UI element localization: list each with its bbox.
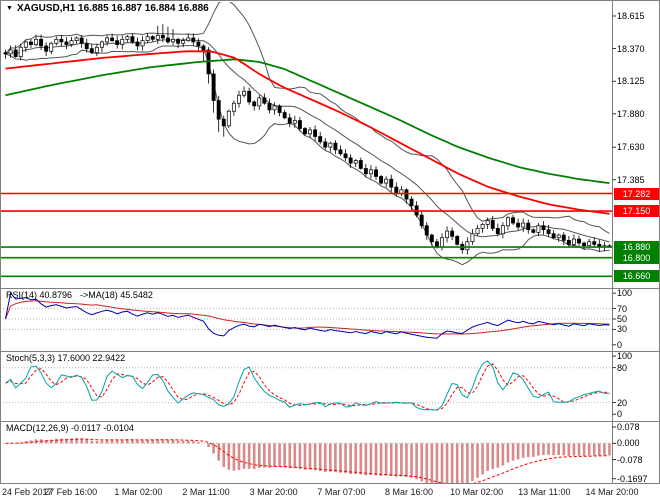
price-line-badge: 16.800	[614, 251, 659, 264]
price-axis-label: 17.385	[617, 174, 645, 185]
indicator-axis-label: 0	[617, 339, 623, 350]
x-axis-label: 1 Mar 02:00	[114, 487, 163, 497]
rsi-ma-label: ->MA(18) 45.5482	[80, 290, 153, 300]
indicator-axis-label: 0.000	[617, 438, 640, 449]
x-axis-label: 7 Mar 07:00	[317, 487, 366, 497]
indicator-axis-label: -0.1697	[617, 473, 648, 484]
rsi-label: RSI(14) 40.8796	[6, 290, 73, 300]
x-axis-label: 3 Mar 20:00	[249, 487, 298, 497]
chart-title: ▼ XAGUSD,H1 16.885 16.887 16.884 16.886	[6, 3, 209, 14]
indicator-axis-label: 0.078	[617, 422, 640, 432]
x-axis-label: 13 Mar 11:00	[518, 487, 571, 497]
price-axis-label: 18.615	[617, 10, 645, 21]
price-axis-label: 17.630	[617, 142, 645, 153]
x-axis-label: 27 Feb 16:00	[44, 487, 98, 497]
indicator-axis-label: 30	[617, 324, 628, 335]
rsi-panel-label: RSI(14) 40.8796 ->MA(18) 45.5482	[6, 290, 161, 300]
indicator-axis-label: 20	[617, 397, 628, 408]
price-line-badge: 16.880	[614, 241, 659, 254]
x-axis-label: 8 Mar 16:00	[384, 487, 434, 497]
indicator-axis-label: 50	[617, 313, 628, 324]
x-axis-label: 2 Mar 11:00	[182, 487, 230, 497]
stoch-label: Stoch(5,3,3) 17.6000 22.9422	[6, 353, 126, 363]
x-axis-label: 10 Mar 02:00	[450, 487, 504, 497]
symbol-title-label: XAGUSD,H1 16.885 16.887 16.884 16.886	[16, 3, 209, 14]
price-line-badge: 16.660	[614, 270, 659, 283]
macd-panel-label: MACD(12,26,9) -0.0117 -0.0104	[6, 423, 142, 433]
indicator-axis-label: 70	[617, 303, 628, 314]
symbol-dropdown-icon[interactable]: ▼	[6, 4, 13, 12]
x-axis-label: 24 Feb 2017	[2, 487, 53, 497]
price-line-badge: 17.282	[614, 187, 659, 200]
indicator-axis-label: 100	[617, 351, 633, 362]
price-axis-label: 17.880	[617, 108, 645, 119]
x-axis-label: 14 Mar 20:00	[585, 487, 639, 497]
stoch-panel-label: Stoch(5,3,3) 17.6000 22.9422	[6, 353, 133, 363]
macd-label: MACD(12,26,9) -0.0117 -0.0104	[6, 423, 134, 433]
indicator-axis-label: -0.078	[617, 454, 643, 465]
indicator-axis-label: 0	[617, 409, 623, 420]
price-line-badge: 17.150	[614, 205, 659, 218]
indicator-axis-label: 80	[617, 362, 628, 373]
price-axis-label: 18.125	[617, 76, 645, 87]
indicator-axis-label: 100	[617, 288, 633, 299]
price-axis-label: 18.370	[617, 43, 645, 54]
